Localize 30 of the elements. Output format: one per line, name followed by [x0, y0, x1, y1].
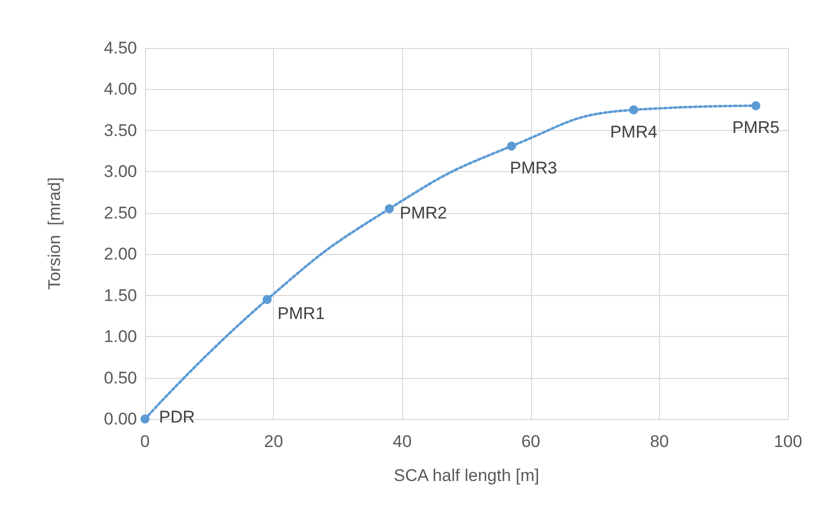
x-tick-label: 60 [521, 432, 540, 451]
annotation: PMR3 [510, 158, 558, 178]
y-tick-label: 0.50 [104, 368, 137, 388]
y-tick-label: 2.50 [104, 203, 137, 222]
annotation: PMR5 [732, 118, 780, 138]
annotation: PMR4 [610, 122, 658, 142]
y-tick-label: 2.00 [104, 244, 137, 264]
x-axis-title: SCA half length [m] [394, 466, 540, 485]
y-tick-label: 3.50 [104, 120, 137, 140]
point [262, 294, 272, 304]
annotation: PMR2 [400, 203, 447, 222]
point [507, 142, 516, 151]
x-tick-label: 80 [650, 432, 669, 451]
point [140, 414, 150, 424]
point [751, 101, 760, 110]
x-tick-label: 40 [392, 432, 412, 451]
x-tick-label: 20 [264, 432, 284, 451]
y-tick-label: 0.00 [104, 410, 137, 428]
y-tick-label: 4.50 [104, 38, 137, 58]
annotation: PMR1 [278, 304, 325, 323]
point [629, 105, 638, 114]
y-tick-label: 1.00 [104, 327, 137, 346]
y-tick-label: 3.00 [104, 162, 137, 182]
x-tick-label: 0 [140, 432, 150, 451]
x-tick-label: 100 [774, 432, 802, 451]
y-axis-title: Torsion [mrad] [45, 177, 64, 290]
point [384, 204, 394, 214]
annotation: PDR [159, 408, 195, 426]
y-tick-label: 4.00 [104, 80, 137, 99]
y-tick-label: 1.50 [104, 286, 137, 305]
